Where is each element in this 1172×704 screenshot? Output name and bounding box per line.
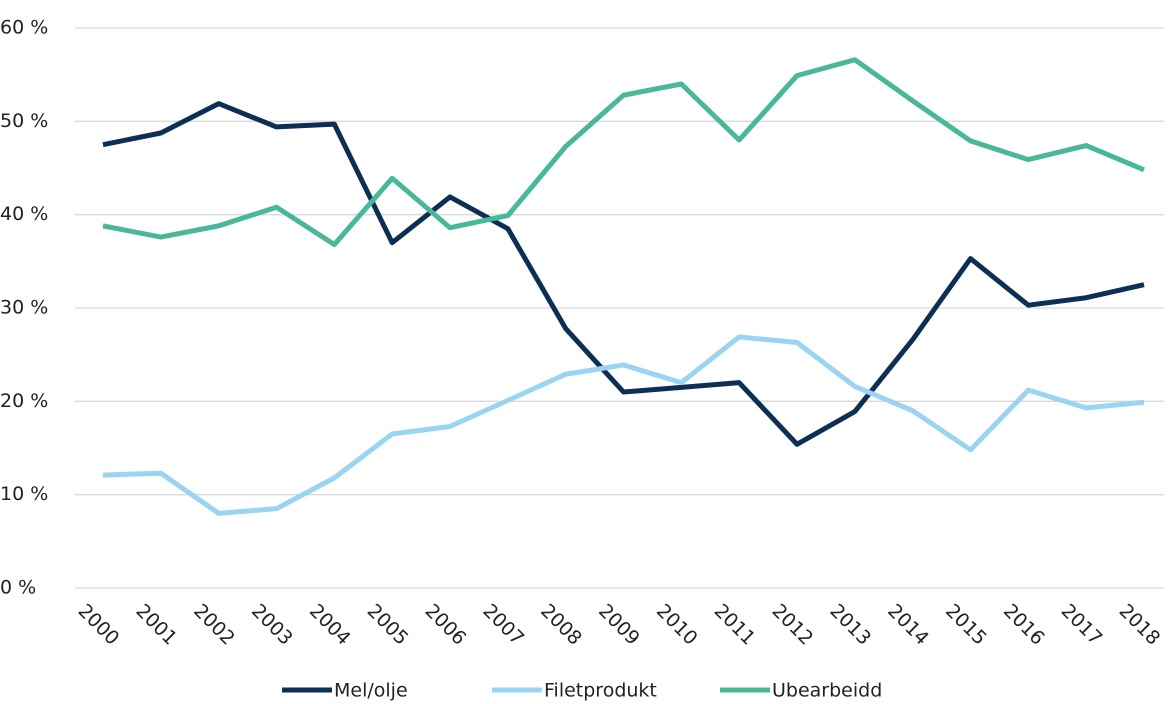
x-tick-label: 2014: [883, 600, 933, 650]
x-tick-label: 2012: [768, 600, 818, 650]
x-tick-label: 2008: [536, 600, 586, 650]
x-tick-label: 2010: [652, 600, 702, 650]
y-tick-label: 60 %: [0, 17, 48, 39]
series-line: [102, 101, 1145, 447]
y-tick-label: 10 %: [0, 483, 48, 505]
legend-label: Ubearbeidd: [772, 680, 882, 702]
x-tick-label: 2007: [478, 600, 528, 650]
x-tick-label: 2009: [594, 600, 644, 650]
x-tick-label: 2016: [999, 600, 1049, 650]
x-tick-label: 2011: [710, 600, 760, 650]
y-tick-label: 40 %: [0, 203, 48, 225]
y-tick-label: 0 %: [0, 577, 36, 599]
y-tick-label: 20 %: [0, 390, 48, 412]
legend-label: Filetprodukt: [544, 680, 657, 702]
x-tick-label: 2003: [247, 600, 297, 650]
y-tick-label: 30 %: [0, 297, 48, 319]
x-tick-label: 2005: [363, 600, 413, 650]
x-tick-label: 2004: [305, 600, 355, 650]
x-tick-label: 2017: [1057, 600, 1107, 650]
x-tick-label: 2013: [825, 600, 875, 650]
series-line: [102, 334, 1145, 516]
series-line: [102, 57, 1145, 248]
x-tick-label: 2000: [74, 600, 124, 650]
legend-label: Mel/olje: [334, 680, 408, 702]
x-tick-label: 2006: [421, 600, 471, 650]
x-tick-label: 2015: [941, 600, 991, 650]
x-tick-label: 2001: [131, 600, 181, 650]
y-tick-label: 50 %: [0, 110, 48, 132]
x-tick-label: 2002: [189, 600, 239, 650]
x-tick-label: 2018: [1115, 600, 1165, 650]
